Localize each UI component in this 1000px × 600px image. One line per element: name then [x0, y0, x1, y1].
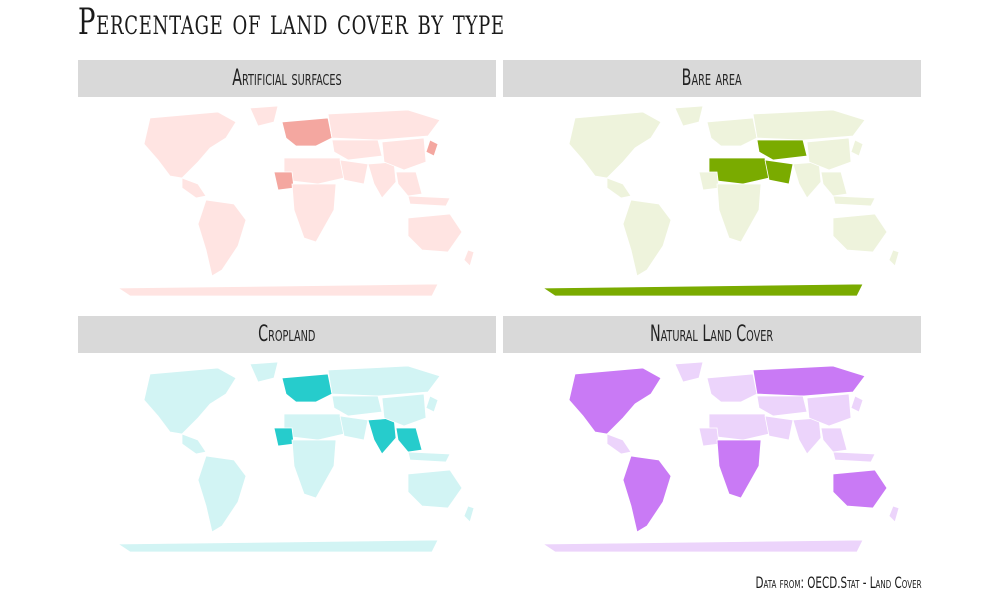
region-new-zealand [888, 249, 900, 267]
region-russia [752, 365, 866, 397]
facet-strip: Cropland [78, 316, 496, 353]
region-greenland [674, 361, 704, 383]
region-west-africa [698, 427, 720, 447]
world-map-natural-land-cover [541, 361, 900, 553]
world-map-bare-area [541, 105, 900, 297]
chart-title: Percentage of land cover by type [78, 2, 505, 43]
region-arabia [764, 159, 794, 185]
region-southeast-asia [820, 427, 848, 453]
region-south-america [622, 455, 672, 533]
region-west-africa [698, 171, 720, 191]
region-central-america [606, 433, 632, 455]
world-map-cropland [116, 361, 475, 553]
region-europe [281, 373, 333, 403]
region-east-asia [381, 137, 427, 171]
panel-cropland: Cropland [78, 316, 496, 554]
region-east-asia [806, 393, 852, 427]
facet-label: Artificial surfaces [232, 66, 342, 91]
region-indonesia [832, 195, 876, 207]
region-australia [832, 213, 888, 253]
facet-strip: Natural Land Cover [503, 316, 921, 353]
region-north-america [568, 367, 662, 435]
region-central-america [181, 177, 207, 199]
region-central-asia [756, 395, 808, 417]
region-southeast-asia [395, 427, 423, 453]
region-europe [706, 117, 758, 147]
region-antarctica [541, 283, 864, 297]
region-east-asia [381, 393, 427, 427]
facet-strip: Artificial surfaces [78, 60, 496, 97]
region-central-africa [716, 439, 762, 499]
region-japan [425, 395, 439, 413]
region-central-africa [716, 183, 762, 243]
region-south-america [622, 199, 672, 277]
region-west-africa [273, 171, 295, 191]
region-russia [327, 109, 441, 141]
source-caption: Data from: OECD.Stat - Land Cover [756, 573, 922, 592]
region-central-asia [331, 139, 383, 161]
region-indonesia [832, 451, 876, 463]
region-japan [425, 139, 439, 157]
panel-natural-land-cover: Natural Land Cover [503, 316, 921, 554]
region-indonesia [407, 451, 451, 463]
facet-label: Bare area [681, 66, 743, 91]
region-south-america [197, 199, 247, 277]
region-arabia [764, 415, 794, 441]
region-india [367, 417, 397, 455]
region-central-africa [291, 183, 337, 243]
facet-strip: Bare area [503, 60, 921, 97]
region-india [792, 417, 822, 455]
region-central-america [606, 177, 632, 199]
region-russia [752, 109, 866, 141]
region-antarctica [116, 283, 439, 297]
region-japan [850, 139, 864, 157]
region-east-asia [806, 137, 852, 171]
region-japan [850, 395, 864, 413]
region-north-america [143, 111, 237, 179]
facet-label: Cropland [258, 322, 316, 347]
region-arabia [339, 159, 369, 185]
region-new-zealand [463, 505, 475, 523]
panel-bare-area: Bare area [503, 60, 921, 298]
region-europe [281, 117, 333, 147]
region-europe [706, 373, 758, 403]
region-antarctica [541, 539, 864, 553]
region-southeast-asia [820, 171, 848, 197]
region-russia [327, 365, 441, 397]
region-north-america [568, 111, 662, 179]
region-australia [407, 469, 463, 509]
region-greenland [249, 361, 279, 383]
world-map-artificial-surfaces [116, 105, 475, 297]
region-north-america [143, 367, 237, 435]
panel-artificial-surfaces: Artificial surfaces [78, 60, 496, 298]
region-indonesia [407, 195, 451, 207]
facet-label: Natural Land Cover [650, 322, 774, 347]
region-central-asia [331, 395, 383, 417]
region-australia [832, 469, 888, 509]
region-greenland [674, 105, 704, 127]
region-west-africa [273, 427, 295, 447]
region-new-zealand [463, 249, 475, 267]
region-india [792, 161, 822, 199]
region-australia [407, 213, 463, 253]
region-central-asia [756, 139, 808, 161]
region-greenland [249, 105, 279, 127]
region-south-america [197, 455, 247, 533]
region-central-africa [291, 439, 337, 499]
region-central-america [181, 433, 207, 455]
region-antarctica [116, 539, 439, 553]
region-arabia [339, 415, 369, 441]
region-india [367, 161, 397, 199]
region-new-zealand [888, 505, 900, 523]
region-southeast-asia [395, 171, 423, 197]
